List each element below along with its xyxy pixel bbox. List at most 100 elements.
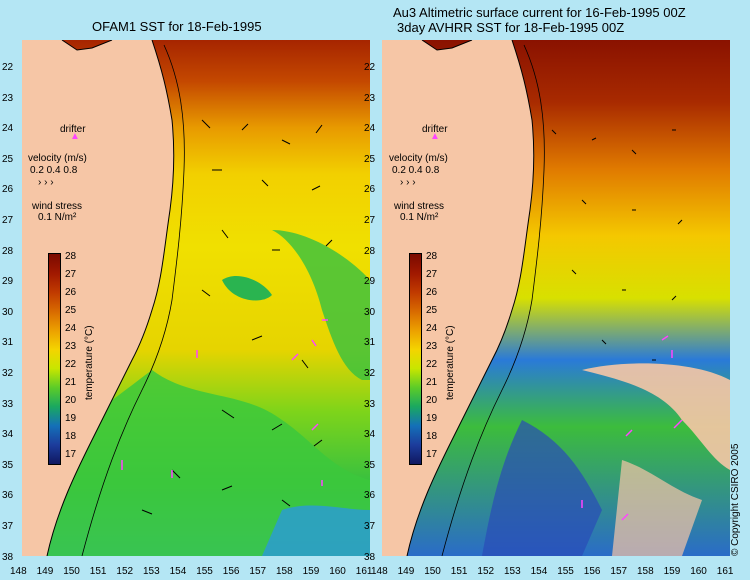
- left-lat-label: 37: [2, 521, 14, 532]
- right-lon-label: 155: [557, 566, 574, 577]
- right-lat-label: 23: [364, 92, 376, 104]
- right-colorbar-tick: 19: [426, 413, 438, 424]
- right-lon-label: 156: [583, 566, 601, 577]
- right-lat-label: 26: [364, 184, 376, 196]
- legend-wind-label-right: wind stress: [394, 201, 445, 212]
- left-colorbar: [48, 253, 61, 465]
- right-panel-title-line1: Au3 Altimetric surface current for 16-Fe…: [393, 5, 686, 20]
- right-lon-label: 161: [716, 566, 734, 577]
- left-colorbar-unit: temperature (°C): [84, 325, 95, 400]
- left-lat-label: 29: [2, 276, 14, 288]
- right-lat-label: 22: [364, 62, 376, 73]
- left-colorbar-tick: 28: [65, 251, 77, 262]
- right-lat-label: 38: [364, 551, 376, 563]
- right-colorbar-tick: 25: [426, 305, 438, 316]
- right-colorbar-tick: 17: [426, 449, 438, 460]
- left-lon-label: 154: [169, 566, 187, 577]
- right-lat-label: 36: [364, 490, 376, 502]
- right-colorbar-tick: 28: [426, 251, 438, 262]
- right-lon-label: 149: [397, 566, 415, 577]
- legend-velocity-arrows: › › ›: [38, 177, 54, 188]
- right-panel-title-line2: 3day AVHRR SST for 18-Feb-1995 00Z: [397, 20, 625, 35]
- right-colorbar-tick: 27: [426, 269, 438, 280]
- right-lon-label: 152: [477, 566, 495, 577]
- left-colorbar-tick: 18: [65, 431, 77, 442]
- right-sst-map: [382, 40, 730, 556]
- legend-drifter-symbol-right: ▲: [430, 131, 440, 142]
- copyright-text: © Copyright CSIRO 2005: [730, 443, 741, 556]
- left-colorbar-tick: 27: [65, 269, 77, 280]
- right-colorbar-tick: 24: [426, 323, 438, 334]
- right-lon-label: 159: [663, 566, 681, 577]
- right-colorbar-tick: 21: [426, 377, 438, 388]
- legend-wind-label: wind stress: [32, 201, 83, 212]
- left-lat-label: 36: [2, 490, 14, 502]
- legend-drifter-label-right: drifter: [422, 124, 448, 135]
- left-lat-label: 23: [2, 92, 14, 104]
- right-lat-label: 27: [364, 215, 376, 226]
- left-lat-label: 22: [2, 62, 14, 73]
- right-lat-label: 24: [364, 123, 376, 135]
- left-lon-label: 149: [36, 566, 54, 577]
- left-lat-label: 30: [2, 306, 14, 318]
- left-lat-label: 33: [2, 398, 14, 410]
- legend-wind-value: 0.1 N/m²: [38, 212, 77, 223]
- left-sst-map: [22, 40, 370, 556]
- left-lat-label: 34: [2, 429, 14, 441]
- right-colorbar-tick: 20: [426, 395, 438, 406]
- legend-velocity-values-right: 0.2 0.4 0.8: [392, 165, 440, 176]
- right-colorbar-tick: 22: [426, 359, 438, 370]
- right-lat-label: 29: [364, 276, 376, 288]
- left-colorbar-tick: 23: [65, 341, 77, 352]
- left-panel-title: OFAM1 SST for 18-Feb-1995: [92, 19, 262, 34]
- left-lon-label: 152: [116, 566, 134, 577]
- left-lon-label: 155: [196, 566, 213, 577]
- left-colorbar-tick: 17: [65, 449, 77, 460]
- right-colorbar-tick: 23: [426, 341, 438, 352]
- right-colorbar: [409, 253, 422, 465]
- right-lon-label: 154: [530, 566, 548, 577]
- right-colorbar-tick: 18: [426, 431, 438, 442]
- left-lat-label: 38: [2, 551, 14, 563]
- right-lon-label: 153: [504, 566, 521, 577]
- left-lat-label: 25: [2, 153, 14, 165]
- right-lat-label: 28: [364, 245, 376, 257]
- legend-drifter-label: drifter: [60, 124, 86, 135]
- right-lon-label: 150: [424, 566, 441, 577]
- right-lat-label: 34: [364, 429, 376, 441]
- left-lon-label: 157: [249, 566, 267, 577]
- left-lat-label: 32: [2, 368, 14, 379]
- right-lon-label: 157: [610, 566, 628, 577]
- left-lat-label: 24: [2, 123, 14, 135]
- right-lat-label: 33: [364, 398, 376, 410]
- left-colorbar-tick: 20: [65, 395, 77, 406]
- left-lat-label: 26: [2, 184, 14, 196]
- right-lat-label: 25: [364, 153, 376, 165]
- legend-drifter-symbol: ▲: [70, 131, 80, 142]
- right-lat-label: 31: [364, 337, 376, 349]
- right-lat-label: 37: [364, 521, 376, 532]
- left-lat-label: 27: [2, 215, 14, 226]
- left-lon-label: 161: [355, 566, 373, 577]
- right-lon-label: 148: [371, 566, 388, 577]
- right-lat-label: 35: [364, 459, 376, 471]
- left-colorbar-tick: 19: [65, 413, 77, 424]
- left-lon-label: 148: [10, 566, 27, 577]
- right-lat-label: 32: [364, 368, 376, 379]
- legend-wind-value-right: 0.1 N/m²: [400, 212, 439, 223]
- legend-velocity-arrows-right: › › ›: [400, 177, 416, 188]
- left-lat-label: 35: [2, 459, 14, 471]
- left-lon-label: 156: [222, 566, 240, 577]
- left-lon-label: 150: [63, 566, 80, 577]
- left-colorbar-tick: 21: [65, 377, 77, 388]
- left-lon-label: 151: [89, 566, 107, 577]
- left-lon-label: 159: [302, 566, 320, 577]
- right-lon-label: 158: [637, 566, 654, 577]
- left-colorbar-tick: 24: [65, 323, 77, 334]
- right-lon-label: 160: [690, 566, 707, 577]
- legend-velocity-values: 0.2 0.4 0.8: [30, 165, 78, 176]
- legend-velocity-label-right: velocity (m/s): [389, 153, 448, 164]
- left-lon-label: 153: [143, 566, 160, 577]
- right-colorbar-unit: temperature (°C): [445, 325, 456, 400]
- left-lat-label: 28: [2, 245, 14, 257]
